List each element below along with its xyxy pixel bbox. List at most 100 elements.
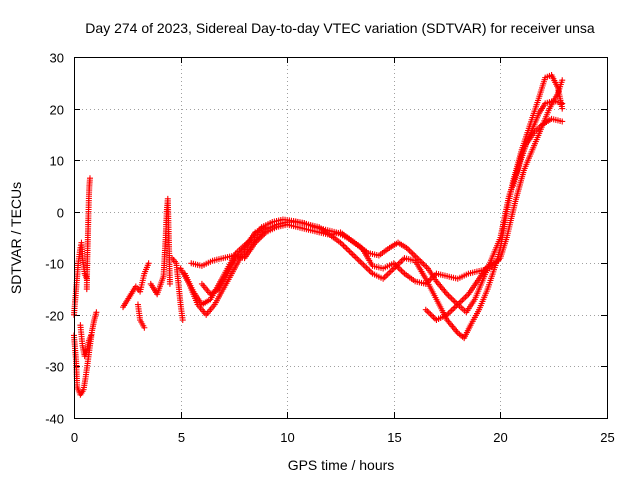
y-tick-label: -30 [45,360,64,375]
series-late-a [422,257,502,324]
data-point [399,269,406,276]
data-point [262,224,269,231]
data-point [339,241,346,248]
data-point [384,271,391,278]
data-point [445,292,452,299]
y-tick-label: 20 [50,103,64,118]
data-point [462,294,469,301]
y-tick-label: -20 [45,309,64,324]
x-tick-labels: 0 5 10 15 20 25 [71,430,615,445]
data-point [340,242,347,249]
data-point [451,298,458,305]
data-point [93,309,100,316]
data-point [383,272,390,279]
data-point [398,258,405,265]
data-point [86,175,93,182]
data-point [412,253,419,260]
series-seg-2b [134,301,148,331]
data-point [352,254,359,261]
data-point [366,267,373,274]
data-point [430,314,437,321]
data-point [450,297,457,304]
x-tick-label: 5 [178,430,185,445]
data-point [354,255,361,262]
data-point [346,248,353,255]
data-point [450,305,457,312]
data-point [424,308,431,315]
data-point [355,257,362,264]
x-tick-label: 20 [493,430,507,445]
data-point [389,266,396,273]
data-point [448,295,455,302]
data-point [427,311,434,318]
series-late-b [510,97,566,189]
x-axis-label: GPS time / hours [288,457,395,473]
axis-ticks [74,57,608,419]
data-point [559,100,566,107]
data-point [447,308,454,315]
series-main-d [198,224,269,298]
y-tick-label: -10 [45,257,64,272]
x-tick-label: 15 [387,430,401,445]
data-point [179,317,186,324]
data-point [363,264,370,271]
data-point [422,306,429,313]
data-point [343,245,350,252]
plot-frame [74,57,608,419]
data-point [559,118,566,125]
data-point [399,256,406,263]
data-point [349,251,356,258]
data-point [425,309,432,316]
data-point [459,297,466,304]
data-point [348,249,355,256]
series-seg-3 [147,195,173,298]
data-point [88,332,95,339]
data-point [559,77,566,84]
data-point [358,260,365,267]
series-seg-3b [169,255,186,324]
data-point [364,266,371,273]
series-main-b [181,115,566,316]
gridlines [74,57,607,418]
data-point [381,274,388,281]
series-seg-2 [120,260,152,311]
data-point [360,261,367,268]
data-point [423,263,430,270]
data-point [460,295,467,302]
series-early-c [77,322,95,360]
data-point [145,260,152,267]
data-point [428,312,435,319]
y-axis-label: SDTVAR / TECUs [8,182,24,294]
x-tick-label: 25 [600,430,614,445]
data-point [342,244,349,251]
data-point [457,298,464,305]
y-tick-label: -40 [45,412,64,427]
series-main-c [188,77,566,287]
data-point [495,257,502,264]
data-point [398,267,405,274]
series-early-spike [83,175,93,293]
y-tick-labels: -40 -30 -20 -10 0 10 20 30 [45,51,64,427]
data-point [166,280,173,287]
y-tick-label: 10 [50,154,64,169]
y-tick-label: 30 [50,51,64,66]
data-point [411,252,418,259]
data-point [361,263,368,270]
data-point [409,250,416,257]
data-point [386,269,393,276]
data-point [451,304,458,311]
x-tick-label: 10 [280,430,294,445]
data-point [141,324,148,331]
chart-title: Day 274 of 2023, Sidereal Day-to-day VTE… [85,20,595,36]
data-point [387,268,394,275]
y-tick-label: 0 [57,206,64,221]
data-point [345,247,352,254]
data-point [406,247,413,254]
data-point [408,249,415,256]
data-point [559,105,566,112]
data-point [447,294,454,301]
data-point [351,252,358,259]
data-point [448,307,455,314]
x-tick-label: 0 [71,430,78,445]
